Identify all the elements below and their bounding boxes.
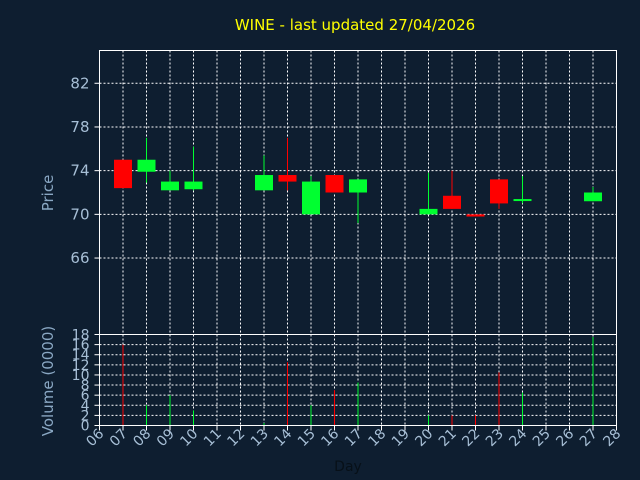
day-tick-label: 26 bbox=[553, 426, 577, 450]
candle-body bbox=[302, 181, 320, 215]
volume-axis-label: Volume (0000) bbox=[39, 326, 57, 436]
candle-body bbox=[325, 175, 344, 193]
day-tick-label: 22 bbox=[459, 426, 483, 450]
day-tick-label: 20 bbox=[412, 426, 436, 450]
volume-tick-label: 0 bbox=[81, 419, 90, 435]
candle-body bbox=[278, 175, 297, 182]
day-tick-label: 17 bbox=[342, 426, 366, 450]
candle-body bbox=[114, 159, 132, 189]
day-tick-labels: 06 07 08 09 10 11 12 13 14 15 16 17 18 19 20 21 22 23 24 25… bbox=[83, 425, 624, 450]
candle-body bbox=[255, 175, 273, 191]
price-tick-labels: 66 70 74 78 82 bbox=[70, 74, 100, 267]
day-tick-label: 07 bbox=[107, 426, 131, 450]
candle-body bbox=[443, 195, 461, 209]
price-axis-label: Price bbox=[39, 175, 57, 212]
day-tick-label: 25 bbox=[530, 426, 554, 450]
price-tick-label: 70 bbox=[70, 205, 89, 223]
day-tick-label: 10 bbox=[177, 426, 201, 450]
day-tick-label: 08 bbox=[130, 426, 154, 450]
price-tick-label: 74 bbox=[70, 162, 89, 180]
day-tick-label: 11 bbox=[201, 426, 225, 450]
day-tick-label: 16 bbox=[318, 426, 342, 450]
price-tick-label: 82 bbox=[70, 74, 89, 92]
day-tick-label: 19 bbox=[389, 426, 413, 450]
day-tick-label: 14 bbox=[271, 426, 295, 450]
candle-body bbox=[419, 208, 438, 215]
candle-body bbox=[584, 192, 602, 202]
day-tick-label: 12 bbox=[224, 426, 248, 450]
volume-tick-label: 10 bbox=[72, 368, 90, 384]
volume-bars bbox=[122, 337, 594, 426]
volume-tick-label: 8 bbox=[81, 378, 90, 394]
candle-body bbox=[513, 199, 532, 202]
day-tick-label: 24 bbox=[506, 426, 530, 450]
day-tick-label: 27 bbox=[577, 426, 601, 450]
volume-tick-label: 6 bbox=[81, 388, 90, 404]
day-tick-label: 13 bbox=[248, 426, 272, 450]
candle-body bbox=[137, 159, 156, 172]
day-tick-label: 23 bbox=[483, 426, 507, 450]
candle-body bbox=[161, 181, 179, 191]
day-tick-label: 21 bbox=[436, 426, 460, 450]
volume-tick-label: 2 bbox=[81, 408, 90, 424]
price-tick-label: 66 bbox=[70, 249, 89, 267]
day-tick-label: 09 bbox=[154, 426, 178, 450]
volume-tick-label: 18 bbox=[72, 328, 90, 344]
candle-body bbox=[466, 214, 485, 217]
price-candles bbox=[114, 137, 602, 224]
day-tick-label: 28 bbox=[600, 426, 624, 450]
day-axis-label: Day bbox=[334, 459, 362, 475]
volume-tick-label: 12 bbox=[72, 358, 90, 374]
volume-tick-label: 16 bbox=[72, 338, 90, 354]
candle-body bbox=[490, 179, 508, 204]
price-tick-label: 78 bbox=[70, 118, 89, 136]
chart-title: WINE - last updated 27/04/2026 bbox=[235, 16, 475, 34]
day-tick-label: 15 bbox=[295, 426, 319, 450]
volume-plot-frame bbox=[99, 334, 617, 426]
volume-tick-label: 4 bbox=[81, 398, 90, 414]
candle-body bbox=[349, 179, 367, 193]
day-tick-label: 18 bbox=[365, 426, 389, 450]
volume-tick-label: 14 bbox=[72, 348, 90, 364]
candle-body bbox=[184, 181, 203, 190]
